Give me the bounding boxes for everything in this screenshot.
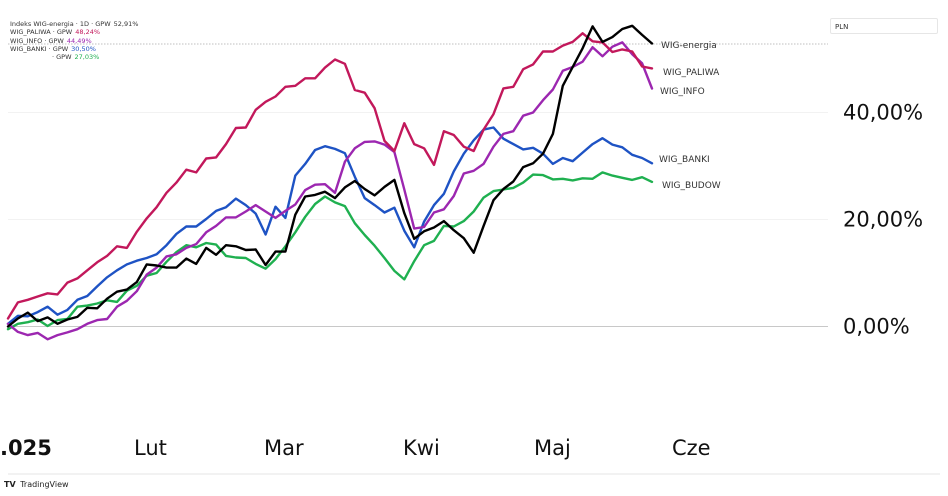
x-tick-label: Mar [264,436,304,460]
y-tick-label: 0,00% [843,315,910,339]
series-line-wig_paliwa[interactable] [6,32,654,320]
legend-value: 52,91% [113,20,139,28]
legend: Indeks WIG-energia · 1D · GPW 52,91% WIG_P… [10,20,138,61]
legend-name: WIG_BANKI · GPW [10,44,69,53]
series-label: WIG-energia [661,41,717,51]
legend-value: 27,03% [74,53,100,62]
legend-value: 44,49% [66,36,92,45]
series-label: WIG_BUDOW [662,181,721,191]
series-line-wig_info[interactable] [6,41,654,341]
series-line-wig_budow[interactable] [6,171,654,331]
series-label: WIG_INFO [660,87,705,97]
series-layer [6,24,654,341]
legend-name: Indeks WIG-energia · 1D · GPW [10,20,111,28]
legend-item[interactable]: WIG_BANKI · GPW 30,50% [10,45,138,53]
series-label: WIG_BANKI [659,155,710,165]
legend-value: 30,50% [71,44,96,53]
legend-item[interactable]: WIG_INFO · GPW 44,49% [10,37,138,45]
legend-value: 48,24% [75,28,101,37]
legend-item[interactable]: · GPW 27,03% [10,53,138,61]
legend-name: WIG_INFO · GPW [10,36,64,45]
series-line-wig-energia[interactable] [6,24,654,328]
x-tick-label: Maj [534,436,571,460]
legend-name: · GPW [52,53,72,62]
y-tick-label: 20,00% [843,208,923,232]
gridlines [8,43,940,475]
y-axis: 40,00% 20,00% 0,00% [843,101,923,339]
series-label-layer: WIG-energia WIG_PALIWA WIG_INFO WIG_BANKI WI… [659,41,721,191]
tradingview-logo-icon: TV [4,480,16,489]
series-line-wig_banki[interactable] [6,126,654,325]
x-tick-label: .025 [0,436,52,460]
legend-item[interactable]: Indeks WIG-energia · 1D · GPW 52,91% [10,20,138,28]
y-tick-label: 40,00% [843,101,923,125]
brand-label: TradingView [20,480,69,489]
currency-label[interactable]: PLN [830,18,938,34]
legend-item[interactable]: WIG_PALIWA · GPW 48,24% [10,28,138,36]
legend-name: WIG_PALIWA · GPW [10,28,73,37]
x-tick-label: Kwi [403,436,440,460]
x-tick-label: Lut [134,436,167,460]
x-tick-label: Cze [672,436,711,460]
series-label: WIG_PALIWA [663,68,720,78]
tradingview-footer[interactable]: TV TradingView [4,480,69,489]
x-axis: .025 Lut Mar Kwi Maj Cze [0,436,711,460]
